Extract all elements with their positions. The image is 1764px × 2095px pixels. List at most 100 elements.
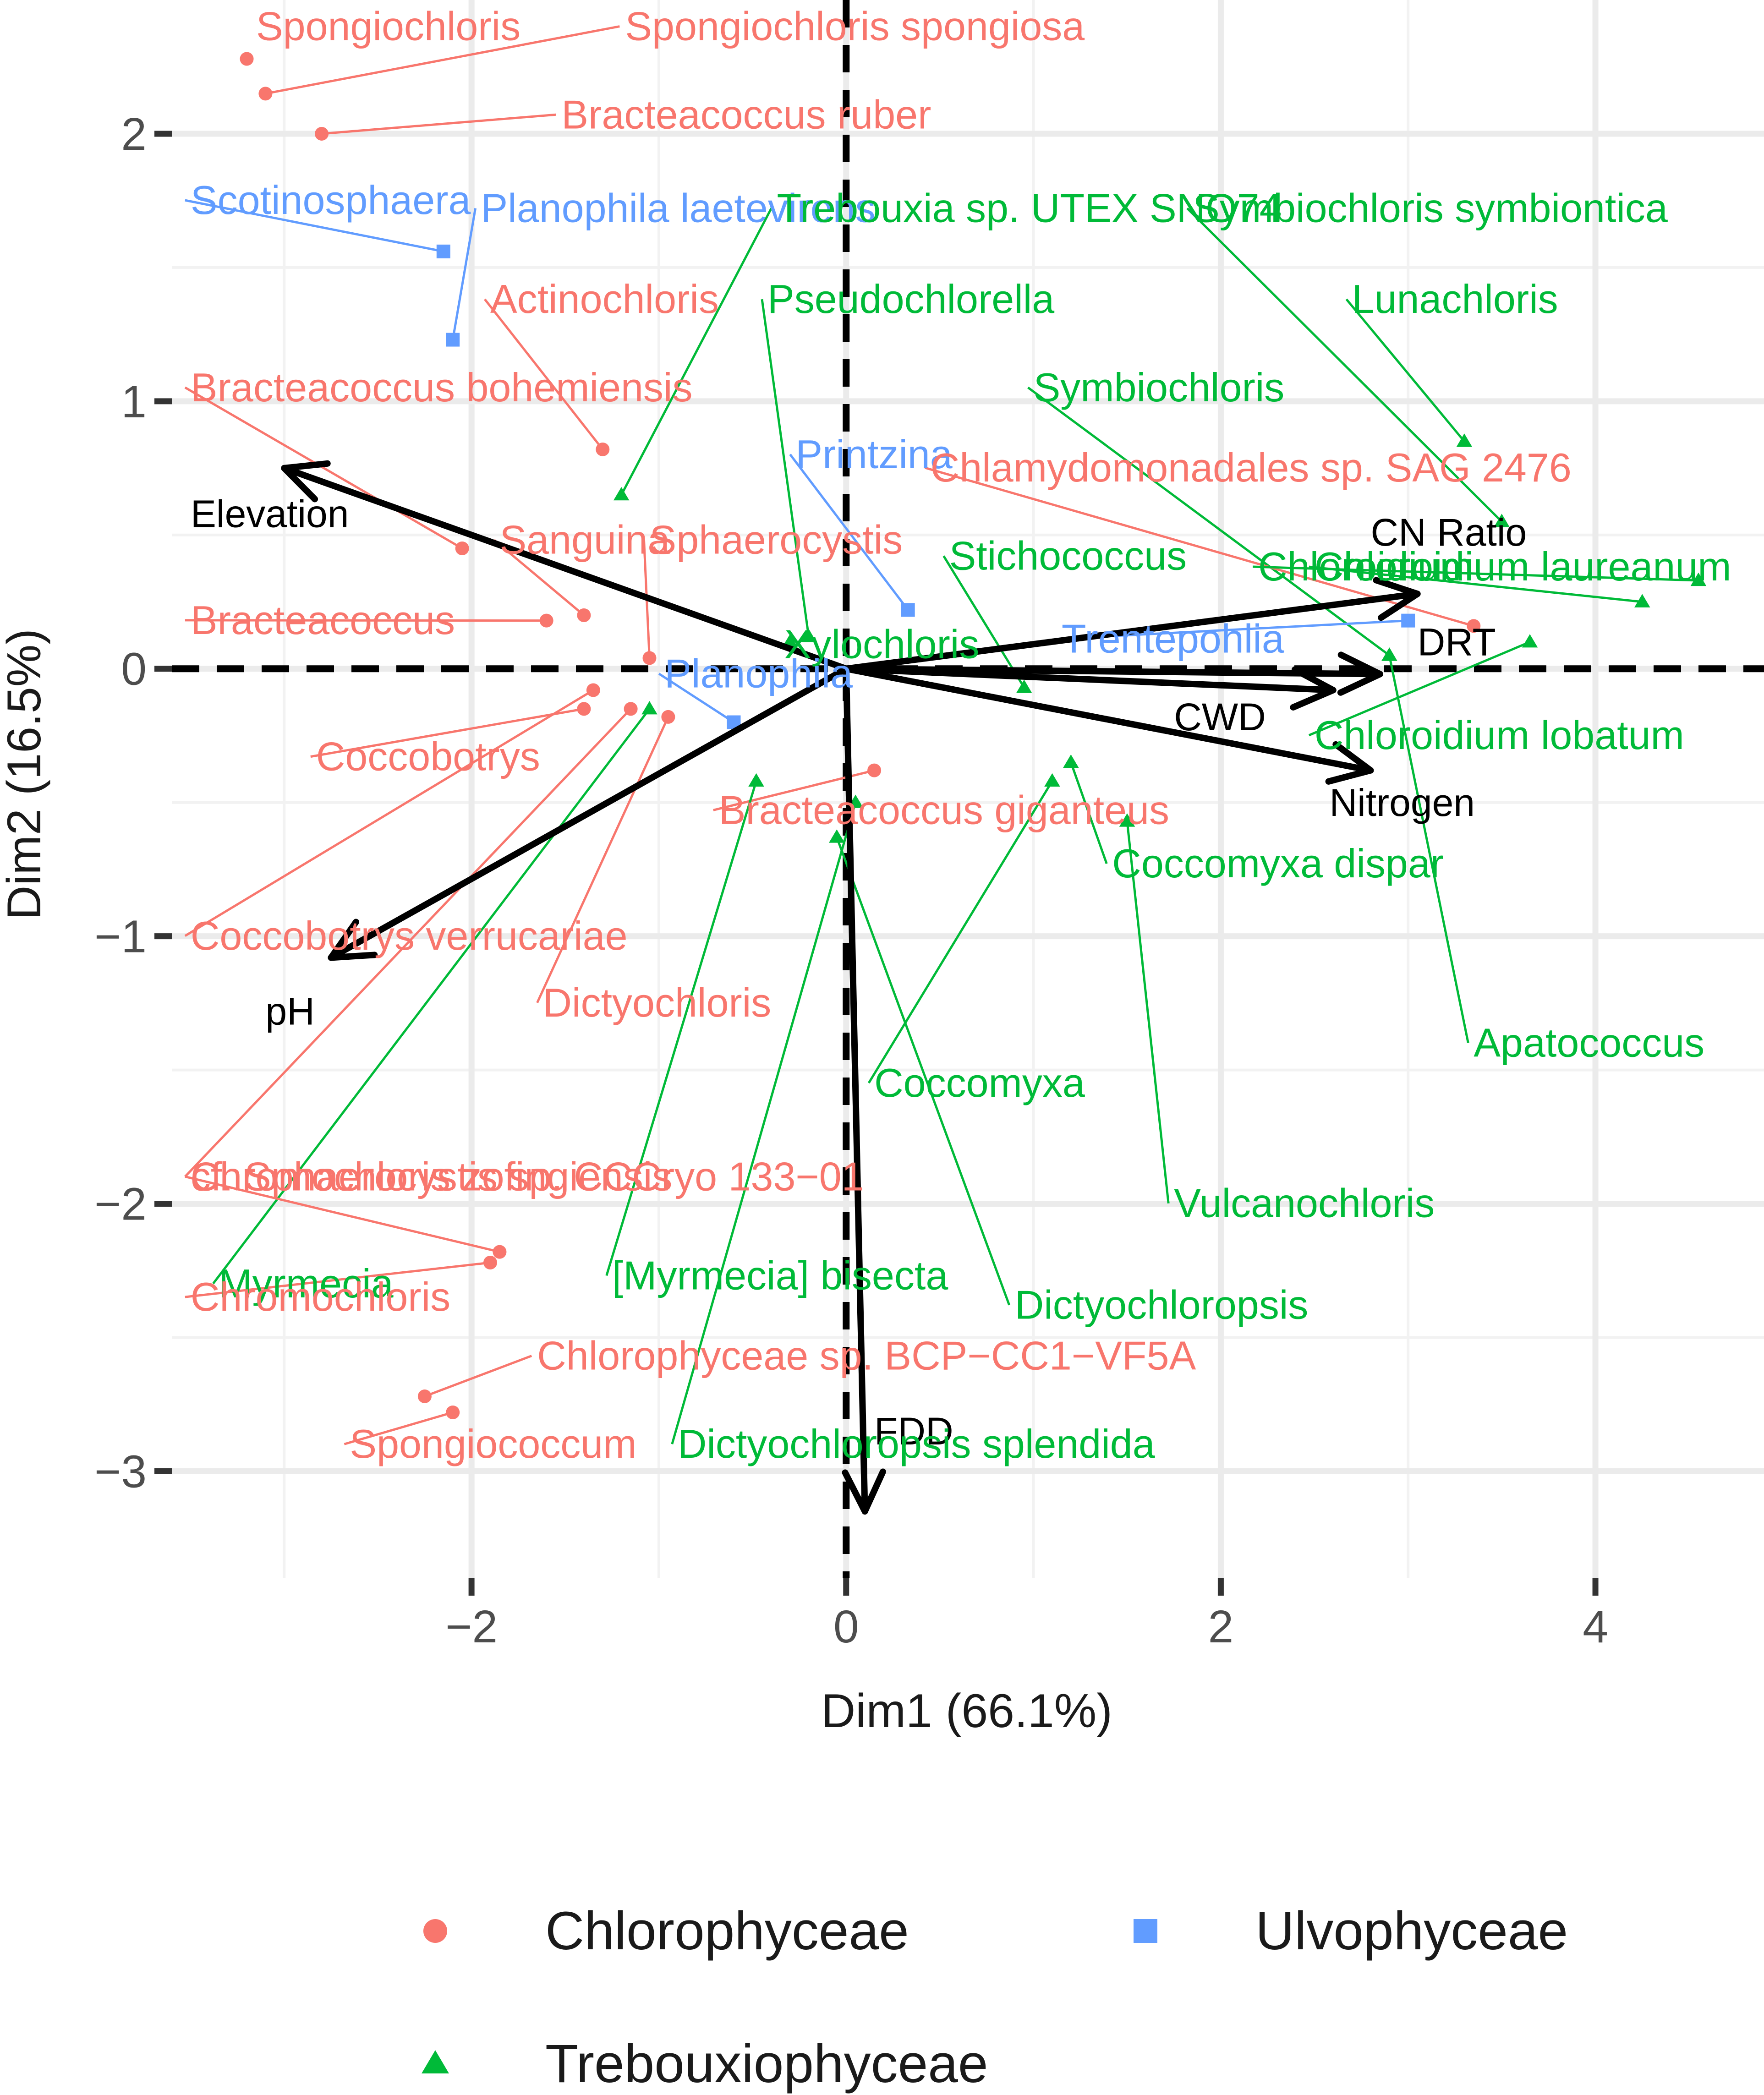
- data-point: [596, 442, 610, 456]
- label-leader-line: [1069, 762, 1108, 864]
- data-point: [867, 763, 882, 777]
- label-leader-line: [671, 802, 857, 1444]
- label-leader-line: [605, 781, 757, 1276]
- point-label: Symbiochloris symbiontica: [1193, 186, 1668, 231]
- label-leader-line: [761, 299, 810, 637]
- data-point: [315, 126, 329, 141]
- label-leader-line: [1308, 641, 1530, 737]
- point-label: Coccobotrys: [316, 734, 540, 779]
- legend-key: [422, 2050, 449, 2073]
- x-tick-label: 2: [1208, 1601, 1234, 1652]
- point-label: Chloroidium laureanum: [1315, 544, 1731, 589]
- vector-line: [843, 665, 1337, 694]
- data-point: [417, 1389, 432, 1403]
- data-point: [1634, 594, 1650, 607]
- vector-line: [843, 665, 1374, 774]
- data-point: [586, 683, 600, 697]
- data-points: [240, 52, 1707, 1419]
- label-leader-line: [184, 708, 632, 1178]
- point-label: Scotinosphaera: [191, 177, 471, 223]
- point-label: Planophila: [664, 651, 853, 696]
- data-point: [539, 613, 553, 628]
- point-label: cf. Sphaerocystis sp. CCCryo 133−01: [191, 1154, 864, 1199]
- vector-label: FDD: [874, 1410, 953, 1453]
- data-point: [748, 773, 764, 787]
- point-label: Chlamydomonadales sp. SAG 2476: [931, 445, 1572, 490]
- point-label: Trentepohlia: [1062, 616, 1284, 662]
- legend-label: Chlorophyceae: [545, 1901, 909, 1961]
- label-leader-line: [493, 539, 585, 616]
- point-label: Bracteacoccus bohemiensis: [191, 365, 693, 410]
- vector-arrowhead: [328, 919, 378, 961]
- label-leader-line: [620, 208, 772, 496]
- point-label: Spongiochloris: [256, 4, 520, 49]
- label-leader-line: [484, 298, 604, 450]
- label-leader-line: [942, 555, 1025, 688]
- point-label: Chromochloris zofingiensis: [191, 1154, 673, 1199]
- label-leader-line: [212, 708, 651, 1285]
- legend: Chlorophyceae Ulvophyceae Trebouxiophyceae: [422, 1901, 1568, 2094]
- point-label: Bracteacoccus: [191, 597, 455, 643]
- point-label: Bracteacoccus ruber: [561, 92, 931, 137]
- vector-label: CN Ratio: [1370, 511, 1527, 554]
- label-leader-line: [1126, 821, 1170, 1204]
- vector-arrowhead: [1373, 577, 1421, 621]
- point-label: Xylochloris: [784, 621, 979, 667]
- label-leader-lines: [184, 25, 1698, 1445]
- point-label: Dictyochloropsis: [1015, 1282, 1309, 1328]
- data-point: [661, 710, 675, 724]
- label-leader-line: [184, 386, 463, 550]
- data-point: [1522, 634, 1538, 648]
- point-label: Stichococcus: [949, 533, 1187, 579]
- label-leader-line: [184, 689, 594, 937]
- point-label: Apatococcus: [1474, 1020, 1704, 1065]
- vector-arrowhead: [1325, 741, 1374, 785]
- point-label: Lunachloris: [1352, 276, 1558, 322]
- data-point: [642, 651, 657, 665]
- data-point: [240, 52, 254, 66]
- legend-key: [1134, 1919, 1157, 1943]
- point-label: Spongiochloris spongiosa: [625, 4, 1085, 49]
- data-point: [1401, 613, 1415, 628]
- label-leader-line: [658, 673, 734, 723]
- vector-line: [843, 591, 1421, 672]
- point-label: Printzina: [795, 432, 952, 477]
- label-leader-line: [344, 1411, 453, 1445]
- vector-arrowhead: [842, 1468, 886, 1515]
- y-tick-label: −1: [94, 911, 147, 963]
- data-point: [577, 702, 591, 716]
- label-leader-line: [1186, 207, 1503, 523]
- point-label: [Myrmecia] bisecta: [612, 1253, 948, 1298]
- data-point: [624, 702, 638, 716]
- data-point: [455, 541, 469, 555]
- y-axis-title: Dim2 (16.5%): [0, 629, 51, 920]
- label-leader-line: [185, 199, 444, 253]
- label-leader-line: [867, 780, 1053, 1084]
- label-leader-line: [1027, 386, 1390, 656]
- label-leader-line: [321, 113, 556, 135]
- y-tick-label: 2: [121, 109, 147, 160]
- label-leader-line: [789, 454, 909, 611]
- data-point: [613, 487, 630, 501]
- data-point: [436, 244, 450, 258]
- label-leader-line: [451, 208, 477, 340]
- y-tick-label: 0: [121, 644, 147, 695]
- data-point: [493, 1245, 507, 1259]
- label-leader-line: [185, 1175, 500, 1253]
- point-label: Chlorophyceae sp. BCP−CC1−VF5A: [537, 1333, 1196, 1378]
- legend-label: Ulvophyceae: [1255, 1901, 1568, 1961]
- biplot-vectors: Elevation pH CN Ratio DRT CWD Nitrogen FDD: [191, 460, 1527, 1515]
- point-labels: Spongiochloris Spongiochloris spongiosa Br…: [191, 4, 1731, 1467]
- data-point: [1456, 433, 1473, 447]
- label-leader-line: [1388, 655, 1469, 1043]
- point-label: Trebouxia sp. UTEX SNO74: [777, 186, 1282, 231]
- label-leader-line: [185, 619, 547, 622]
- point-label: Vulcanochloris: [1174, 1181, 1435, 1226]
- tick-labels: −2 0 2 4 −3 −2 −1 0 1 2: [94, 109, 1608, 1652]
- point-label: Coccomyxa: [874, 1060, 1085, 1105]
- data-point: [1063, 754, 1079, 768]
- point-label: Myrmecia: [219, 1261, 393, 1306]
- point-label: Spongiococcum: [350, 1421, 636, 1466]
- data-point: [258, 87, 273, 101]
- point-label: Chloroidium: [1258, 544, 1474, 589]
